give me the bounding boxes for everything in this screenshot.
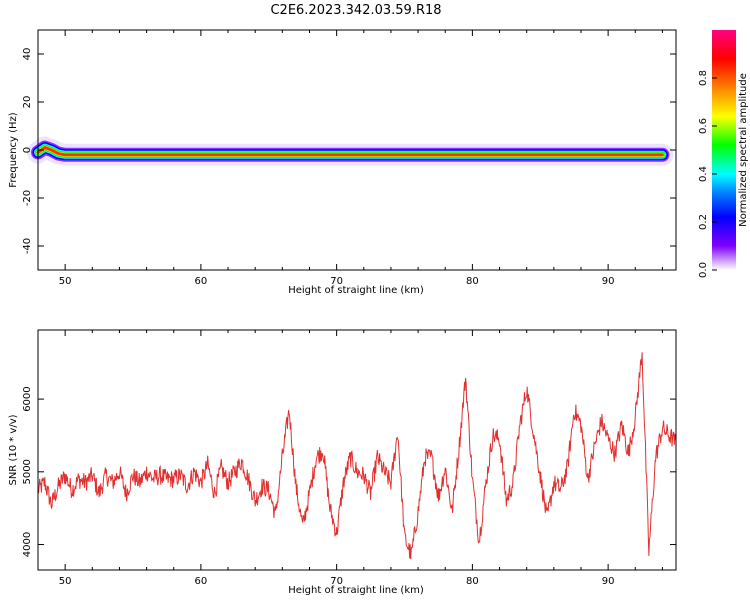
- snr-x-axis-label: Height of straight line (km): [288, 585, 424, 596]
- y-tick-label: 5000: [22, 459, 33, 484]
- snr-y-axis-label: SNR (10 * v/v): [8, 414, 19, 485]
- y-tick-label: -40: [22, 238, 33, 254]
- y-tick-label: 40: [22, 48, 33, 61]
- x-tick-label: 50: [59, 276, 72, 287]
- x-tick-label: 70: [330, 276, 343, 287]
- snr-series-line: [37, 352, 677, 560]
- colorbar-tick-label: 0.2: [698, 214, 709, 230]
- heatmap-amplitude-band-6: [36, 146, 664, 157]
- snr-frame: [37, 329, 677, 571]
- heatmap-panel: 50 60 70 80 90 40 20 0 -20 -40 Height of straight…: [8, 29, 677, 296]
- heatmap-y-axis-label: Frequency (Hz): [8, 112, 19, 188]
- x-tick-label: 90: [602, 276, 615, 287]
- x-tick-label: 50: [59, 576, 72, 587]
- colorbar-gradient: [712, 30, 736, 270]
- heatmap-x-axis-label: Height of straight line (km): [288, 285, 424, 296]
- chart-title: C2E6.2023.342.03.59.R18: [270, 3, 441, 18]
- x-tick-label: 70: [330, 576, 343, 587]
- heatmap-ridge: [27, 136, 674, 166]
- y-tick-label: 6000: [22, 386, 33, 411]
- colorbar-label: Normalized spectral amplitude: [738, 73, 749, 227]
- x-tick-label: 60: [195, 576, 208, 587]
- heatmap-frame: [37, 29, 677, 271]
- x-tick-label: 80: [466, 276, 479, 287]
- x-tick-label: 80: [466, 576, 479, 587]
- colorbar-ticks: 0.0 0.2 0.4 0.6 0.8: [698, 70, 717, 278]
- colorbar-tick-label: 0.6: [698, 118, 709, 134]
- colorbar: 0.0 0.2 0.4 0.6 0.8 Normalized spectral ampl…: [698, 30, 749, 278]
- colorbar-tick-label: 0.0: [698, 262, 709, 278]
- y-tick-label: 20: [22, 96, 33, 109]
- snr-plot-area: [38, 330, 676, 570]
- colorbar-tick-label: 0.8: [698, 70, 709, 86]
- y-tick-label: 0: [22, 147, 33, 153]
- y-tick-label: -20: [22, 190, 33, 206]
- x-tick-label: 60: [195, 276, 208, 287]
- snr-panel: 50 60 70 80 90 4000 5000 6000 Height of straigh…: [8, 329, 677, 596]
- colorbar-tick-label: 0.4: [698, 166, 709, 182]
- y-tick-label: 4000: [22, 532, 33, 557]
- x-tick-label: 90: [602, 576, 615, 587]
